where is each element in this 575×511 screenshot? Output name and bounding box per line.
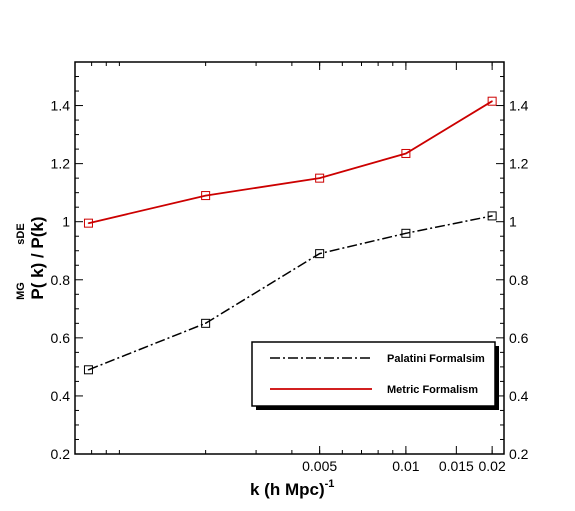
marker-metric	[487, 96, 497, 106]
marker-dot-palatini	[491, 215, 493, 217]
marker-metric	[315, 173, 325, 183]
plot-frame	[74, 61, 505, 455]
x-tick-label: 0.015	[439, 458, 474, 474]
svg-text:P( k) / P(k): P( k) / P(k)	[28, 216, 47, 299]
y-tick-label-left: 0.2	[51, 446, 71, 462]
marker-dot-metric	[319, 177, 321, 179]
y-tick-label-left: 0.8	[51, 272, 71, 288]
marker-dot-metric	[87, 222, 90, 224]
svg-text:MG: MG	[15, 282, 27, 300]
x-axis-label: k (h Mpc)-1	[250, 478, 334, 499]
y-tick-label-right: 1.4	[509, 98, 529, 114]
marker-metric	[401, 148, 411, 158]
y-axis-label: P( k) / P(k) MG sDE	[15, 216, 47, 299]
marker-dot-palatini	[319, 253, 321, 255]
marker-metric	[83, 218, 93, 228]
x-tick-label: 0.02	[479, 458, 506, 474]
svg-text:sDE: sDE	[15, 223, 27, 244]
marker-dot-metric	[491, 100, 493, 102]
marker-dot-palatini	[87, 369, 90, 371]
y-tick-label-right: 0.2	[509, 446, 529, 462]
y-tick-label-right: 0.8	[509, 272, 529, 288]
series-line-metric	[88, 100, 493, 225]
marker-palatini	[401, 228, 411, 238]
marker-palatini	[201, 318, 211, 328]
axis-ticks: 0.2 0.2 0.4 0.4 0.6 0.6 0.8 0.8 1 1 1.2 1.2 1.4 1.4 0.…	[51, 61, 529, 474]
legend-box	[251, 341, 496, 407]
y-tick-label-left: 1.4	[51, 98, 71, 114]
marker-palatini	[487, 211, 497, 221]
y-tick-label-right: 1	[509, 214, 517, 230]
legend-label-palatini: Palatini Formalsim	[387, 353, 485, 365]
marker-palatini	[83, 365, 93, 375]
legend-label-metric: Metric Formalism	[387, 384, 478, 396]
marker-dot-palatini	[205, 322, 207, 324]
marker-dot-metric	[205, 194, 207, 197]
marker-palatini	[315, 249, 325, 259]
y-tick-label-left: 0.4	[51, 388, 71, 404]
y-tick-label-left: 1.2	[51, 156, 71, 172]
x-tick-label: 0.01	[392, 458, 419, 474]
y-tick-label-left: 1	[62, 214, 70, 230]
series-layer	[83, 96, 497, 375]
legend: Palatini Formalsim Metric Formalism	[251, 341, 499, 410]
marker-dot-metric	[405, 152, 407, 155]
y-tick-label-right: 1.2	[509, 156, 529, 172]
y-tick-label-right: 0.6	[509, 330, 529, 346]
y-tick-label-right: 0.4	[509, 388, 529, 404]
y-tick-label-left: 0.6	[51, 330, 71, 346]
marker-dot-palatini	[405, 232, 407, 234]
marker-metric	[201, 191, 211, 201]
x-tick-label: 0.005	[302, 458, 337, 474]
